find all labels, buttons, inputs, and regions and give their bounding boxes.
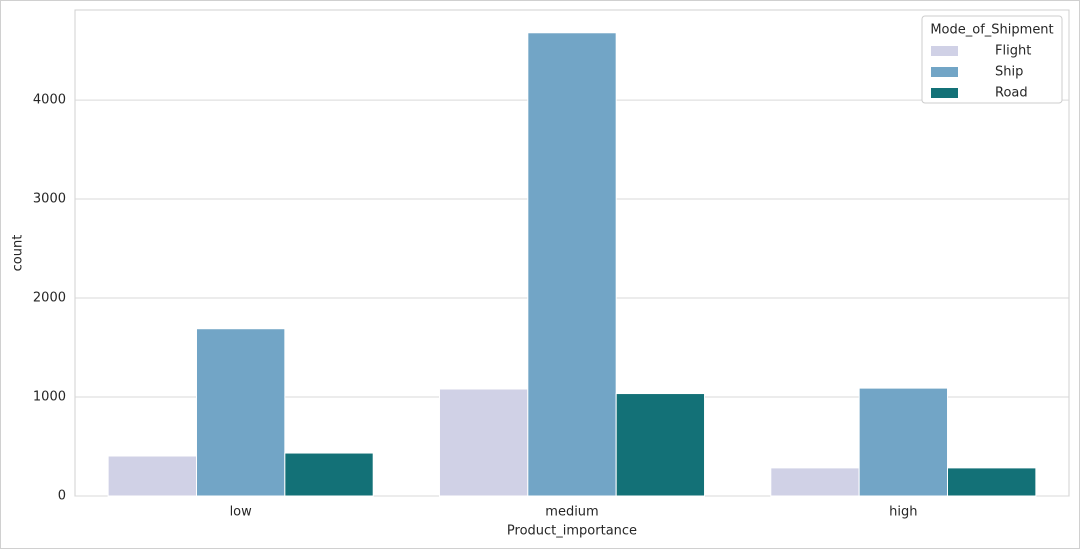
bar <box>438 388 529 497</box>
y-tick-label: 0 <box>58 489 66 504</box>
legend-swatch <box>931 88 958 98</box>
bar <box>615 393 706 497</box>
y-axis-label: count <box>11 235 26 272</box>
bar <box>195 328 286 497</box>
legend-box <box>921 15 1063 104</box>
x-tick-label: medium <box>545 505 598 520</box>
bar <box>527 32 617 497</box>
legend-label: Flight <box>995 44 1031 59</box>
x-tick-label: low <box>230 505 253 520</box>
y-tick-label: 1000 <box>33 390 66 405</box>
x-tick-label: high <box>889 505 917 520</box>
y-tick-label: 2000 <box>33 291 66 306</box>
bar <box>770 467 860 497</box>
x-axis-label: Product_importance <box>507 524 637 539</box>
bar <box>284 452 374 497</box>
legend-label: Ship <box>995 65 1023 80</box>
legend-swatch <box>931 67 958 77</box>
bar <box>858 387 949 497</box>
y-tick-label: 4000 <box>33 93 66 108</box>
y-tick-label: 3000 <box>33 192 66 207</box>
legend-swatch <box>931 46 958 56</box>
bar <box>107 455 197 497</box>
bar <box>947 467 1037 497</box>
legend-title: Mode_of_Shipment <box>930 23 1053 38</box>
legend-label: Road <box>995 86 1028 101</box>
